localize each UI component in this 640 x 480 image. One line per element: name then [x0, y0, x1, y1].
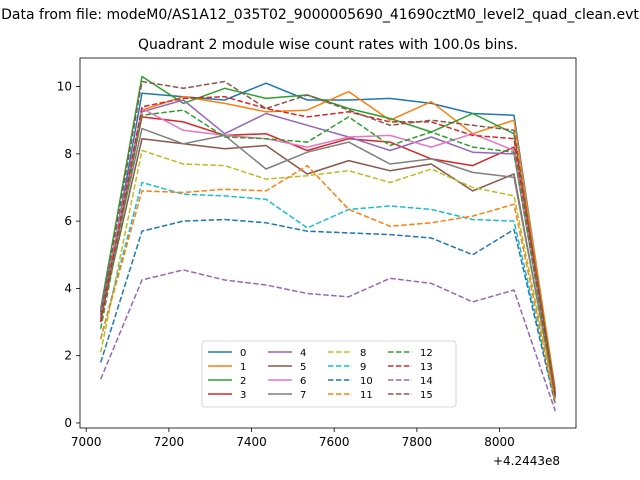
y-tick-label: 10: [57, 80, 72, 94]
legend-label-1: 1: [240, 362, 246, 373]
legend-label-2: 2: [240, 376, 246, 387]
y-tick-label: 4: [64, 281, 72, 295]
legend-label-3: 3: [240, 390, 246, 401]
legend-label-0: 0: [240, 348, 246, 359]
legend-label-9: 9: [360, 362, 366, 373]
series-line-12: [99, 109, 557, 398]
legend-label-7: 7: [300, 390, 306, 401]
y-tick-label: 6: [64, 214, 72, 228]
series-line-2: [99, 75, 557, 393]
legend-label-13: 13: [420, 362, 433, 373]
series-line-4: [99, 99, 557, 397]
legend-box: [201, 340, 457, 408]
series-line-13: [99, 95, 557, 397]
series-line-8: [99, 149, 557, 400]
y-tick-label: 8: [64, 147, 72, 161]
y-tick-label: 0: [64, 416, 72, 430]
x-tick-label: 7800: [402, 435, 433, 449]
y-axis: 0 2 4 6 8 10: [57, 80, 80, 430]
series-line-3: [99, 116, 557, 395]
x-tick-label: 7200: [154, 435, 185, 449]
y-tick-label: 2: [64, 349, 72, 363]
x-tick-label: 7000: [71, 435, 102, 449]
series-line-10: [99, 218, 557, 405]
x-axis: 7000 7200 7400 7600 7800 8000: [71, 428, 515, 449]
x-tick-label: 8000: [484, 435, 515, 449]
series-line-15: [99, 80, 557, 397]
series-line-7: [99, 127, 557, 397]
series-line-5: [99, 137, 557, 398]
x-tick-label: 7600: [319, 435, 350, 449]
legend-label-4: 4: [300, 348, 306, 359]
series-line-14: [100, 269, 557, 412]
legend-label-6: 6: [300, 376, 306, 387]
legend-label-5: 5: [300, 362, 306, 373]
series-line-11: [99, 164, 557, 403]
chart-title: Quadrant 2 module wise count rates with …: [138, 37, 518, 53]
x-axis-offset-label: +4.2443e8: [493, 454, 560, 468]
legend-label-14: 14: [420, 376, 433, 387]
series-line-0: [99, 82, 557, 393]
axes-frame: [79, 57, 577, 429]
legend-label-8: 8: [360, 348, 366, 359]
series-line-9: [99, 181, 557, 403]
legend-label-11: 11: [360, 390, 373, 401]
figure-suptitle: Data from file: modeM0/AS1A12_035T02_900…: [1, 7, 639, 23]
plot-area: [79, 57, 577, 429]
legend-label-10: 10: [360, 376, 373, 387]
series-layer: [99, 75, 557, 412]
legend-label-12: 12: [420, 348, 433, 359]
legend-label-15: 15: [420, 390, 433, 401]
x-tick-label: 7400: [236, 435, 267, 449]
